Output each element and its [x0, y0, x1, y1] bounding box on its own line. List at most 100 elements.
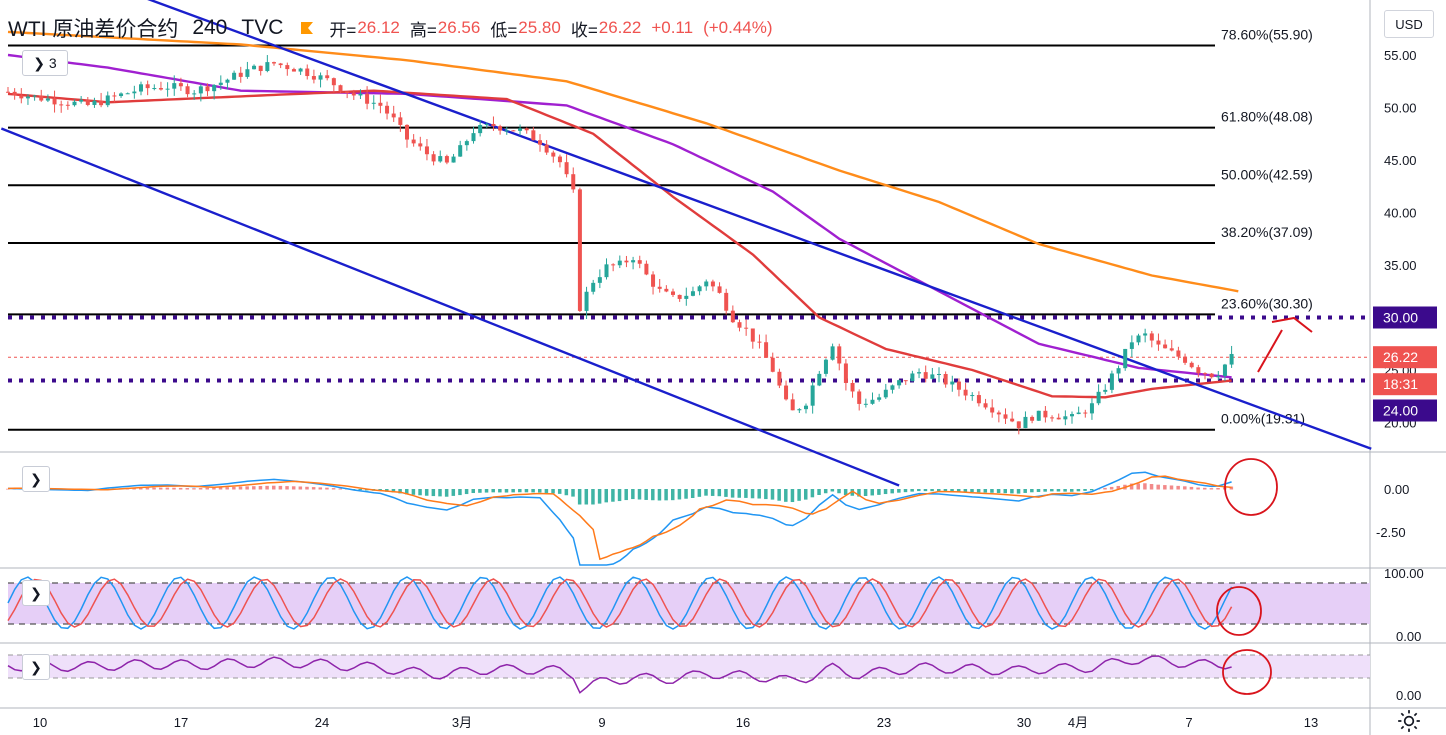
candle-body	[617, 260, 622, 266]
candle-body	[684, 295, 689, 299]
macd-histogram-bar	[212, 487, 216, 490]
macd-histogram-bar	[804, 489, 808, 500]
macd-histogram-bar	[1143, 483, 1147, 490]
stochastic-toggle-button[interactable]: ❯	[22, 580, 50, 606]
chevron-right-icon: ❯	[30, 470, 42, 487]
candle-body	[1076, 412, 1081, 415]
candle-body	[1063, 416, 1068, 420]
candle-body	[1010, 418, 1015, 422]
symbol-name[interactable]: WTI 原油差价合约	[8, 18, 179, 41]
fib-label: 61.80%(48.08)	[1221, 109, 1313, 125]
macd-histogram-bar	[690, 489, 695, 498]
candle-body	[1070, 414, 1074, 417]
macd-histogram-bar	[1076, 489, 1081, 492]
candle-body	[990, 407, 995, 413]
macd-histogram-bar	[983, 489, 988, 493]
candle-body	[551, 152, 556, 157]
macd-histogram-bar	[218, 487, 223, 490]
macd-histogram-bar	[1010, 489, 1014, 494]
macd-histogram-bar	[1063, 489, 1067, 492]
candle-body	[1156, 340, 1161, 345]
timeframe[interactable]: 240	[192, 16, 228, 39]
macd-histogram-bar	[657, 489, 662, 501]
candle-body	[777, 371, 782, 386]
macd-histogram-bar	[1149, 483, 1154, 490]
candle-body	[92, 100, 97, 105]
candle-body	[604, 264, 609, 278]
candle-body	[1030, 416, 1035, 421]
macd-histogram-bar	[272, 485, 276, 490]
level-30-tag-bg	[1373, 306, 1437, 329]
candle-body	[1103, 389, 1108, 392]
candle-body	[1056, 417, 1061, 420]
candle-body	[810, 385, 815, 406]
candle-body	[438, 156, 443, 162]
candle-body	[371, 102, 376, 104]
candle-body	[611, 264, 616, 266]
macd-histogram-bar	[1070, 489, 1074, 492]
macd-histogram-bar	[298, 486, 303, 490]
macd-histogram-bar	[172, 487, 176, 490]
candle-body	[478, 124, 483, 134]
macd-histogram-bar	[571, 489, 575, 497]
macd-histogram-bar	[744, 489, 748, 498]
candle-body	[424, 146, 429, 155]
candle-body	[1163, 344, 1168, 349]
macd-line	[7, 471, 1232, 566]
stochastic-tick-label: 0.00	[1396, 629, 1421, 644]
macd-toggle-button[interactable]: ❯	[22, 466, 50, 492]
candle-body	[1109, 373, 1114, 390]
candle-body	[704, 281, 709, 287]
rsi-toggle-button[interactable]: ❯	[22, 654, 50, 680]
open-label: 开=	[329, 20, 357, 40]
candle-body	[1050, 417, 1055, 419]
fib-label: 38.20%(37.09)	[1221, 224, 1313, 240]
macd-histogram-bar	[291, 486, 296, 490]
macd-histogram-bar	[577, 489, 582, 505]
chevron-right-icon: ❯	[33, 54, 49, 71]
gear-icon[interactable]	[1396, 708, 1422, 734]
macd-histogram-bar	[1109, 486, 1114, 490]
candle-body	[99, 100, 104, 106]
candle-body	[518, 128, 523, 131]
macd-histogram-bar	[737, 489, 741, 498]
candle-body	[1143, 333, 1148, 336]
time-tick-label: 17	[174, 715, 188, 730]
candle-body	[1136, 335, 1141, 343]
candle-body	[1229, 353, 1234, 365]
candle-body	[764, 342, 769, 358]
candle-body	[910, 373, 915, 382]
candle-body	[65, 104, 70, 106]
candle-body	[837, 346, 842, 364]
macd-histogram-bar	[491, 489, 495, 493]
candle-body	[1089, 403, 1094, 414]
rsi-tick-label: 0.00	[1396, 688, 1421, 703]
flag-icon[interactable]	[299, 20, 315, 36]
macd-histogram-bar	[1016, 489, 1021, 494]
candle-body	[1189, 362, 1194, 368]
current-price-tag: 26.22	[1383, 349, 1418, 365]
macd-histogram-bar	[444, 489, 449, 497]
candle-body	[19, 95, 24, 99]
indicators-toggle-button[interactable]: ❯ 3	[22, 50, 68, 76]
macd-histogram-bar	[956, 489, 961, 492]
ma-ma50	[7, 89, 1232, 399]
macd-histogram-bar	[451, 489, 456, 496]
candle-body	[325, 75, 330, 79]
candle-body	[152, 88, 157, 90]
level-24-tag: 24.00	[1383, 403, 1418, 419]
currency-button[interactable]: USD	[1384, 10, 1434, 38]
candle-body	[897, 380, 902, 386]
macd-histogram-bar	[391, 489, 396, 493]
candle-body	[185, 86, 190, 95]
candle-body	[45, 98, 50, 101]
macd-histogram-bar	[1189, 486, 1194, 490]
macd-histogram-bar	[305, 486, 309, 490]
candle-body	[857, 391, 862, 404]
candle-body	[125, 93, 130, 95]
candle-body	[365, 93, 370, 104]
macd-histogram-bar	[538, 489, 542, 493]
macd-histogram-bar	[897, 489, 901, 493]
macd-histogram-bar	[617, 489, 622, 502]
macd-histogram-bar	[970, 489, 974, 493]
